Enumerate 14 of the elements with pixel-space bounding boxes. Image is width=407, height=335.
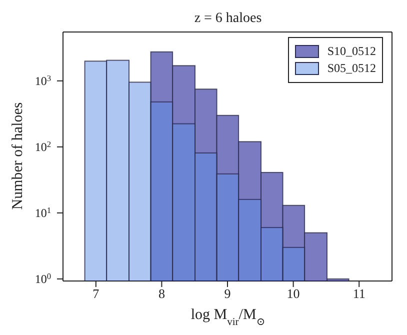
x-tick-label: 9 — [224, 286, 231, 302]
y-tick-label: 10$^{3}$ — [34, 73, 51, 88]
x-tick-label: 10 — [286, 286, 300, 302]
y-axis-title: Number of haloes — [10, 102, 26, 210]
chart-title: z = 6 haloes — [194, 11, 262, 26]
x-tick-label: 8 — [158, 286, 165, 302]
legend-label: S10_0512 — [327, 44, 376, 59]
y-tick-label: 10$^{0}$ — [34, 271, 51, 286]
x-tick-label: 7 — [92, 286, 100, 302]
x-tick-label: 11 — [352, 286, 366, 302]
legend-label: S05_0512 — [327, 61, 376, 76]
y-tick-label: 10$^{2}$ — [34, 139, 51, 154]
y-tick-label: 10$^{1}$ — [34, 205, 51, 220]
x-axis-title: log M$_{vir}$/M$_{⊙}$ — [190, 307, 266, 328]
